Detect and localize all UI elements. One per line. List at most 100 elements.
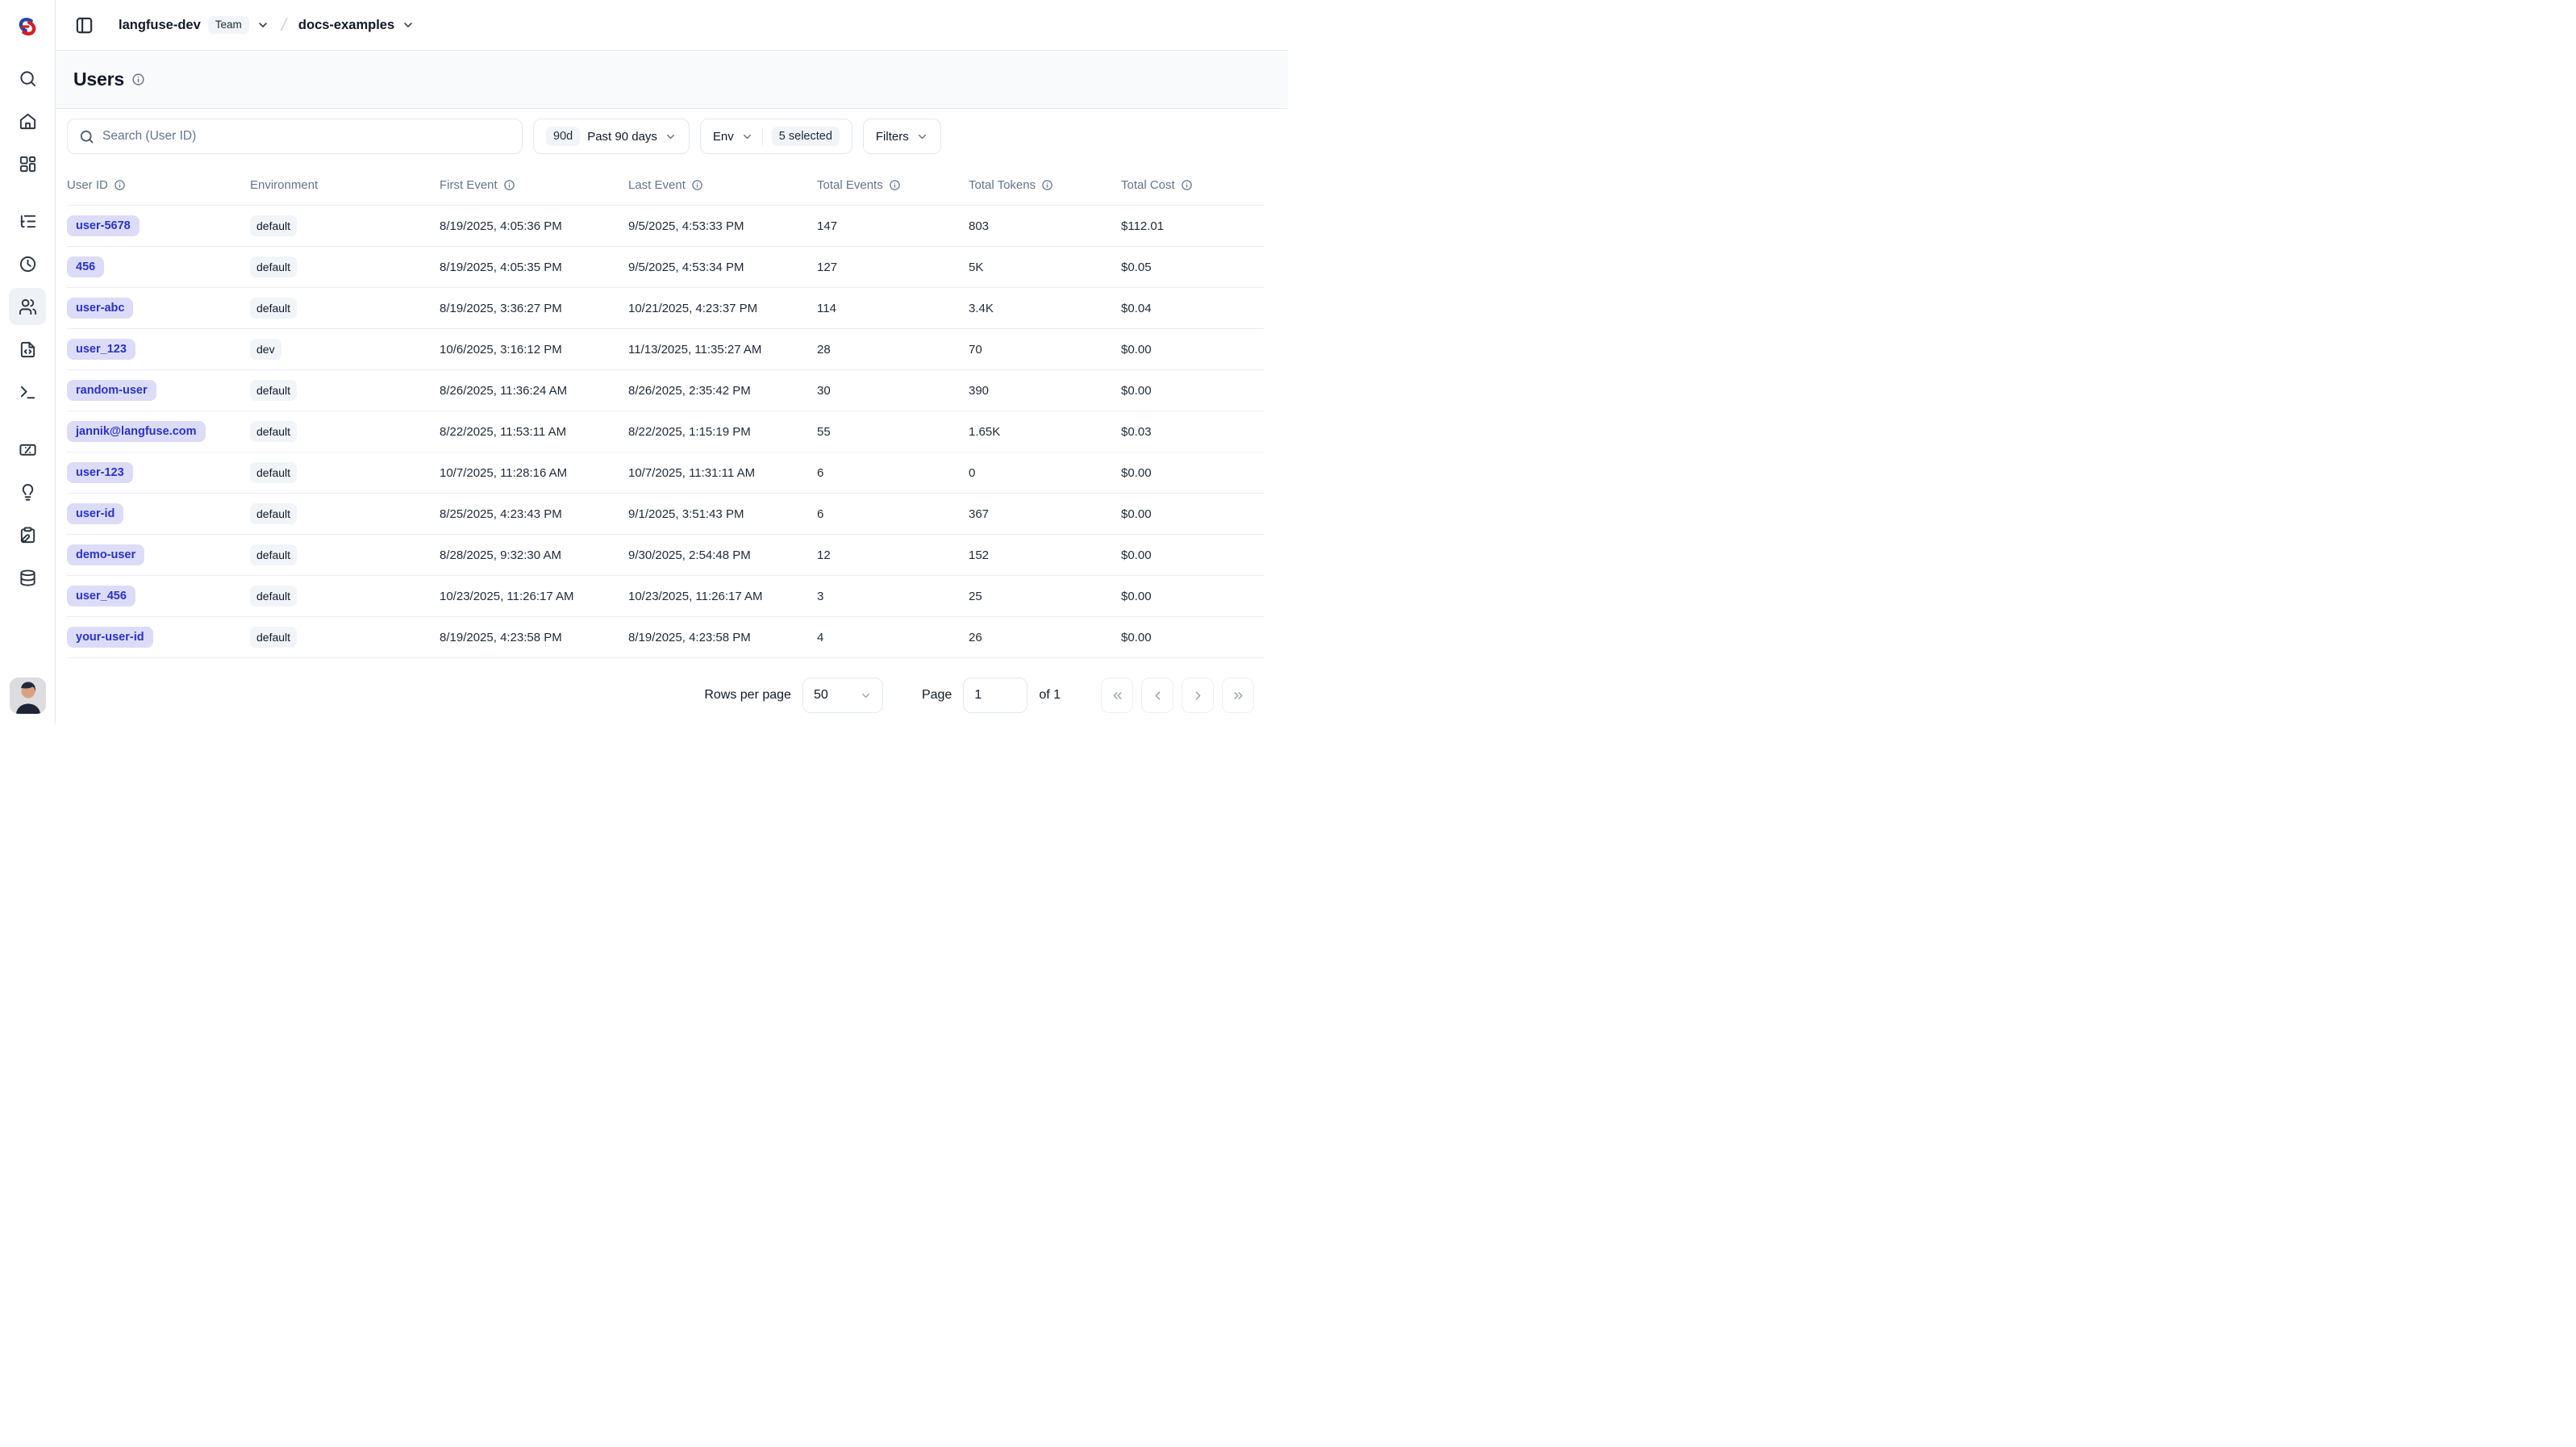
- page-info-icon[interactable]: [131, 73, 145, 86]
- user-id-badge[interactable]: user-id: [67, 502, 124, 525]
- environment-cell: default: [250, 544, 440, 566]
- filters-button[interactable]: Filters: [862, 119, 941, 154]
- user-id-cell: jannik@langfuse.com: [67, 420, 250, 443]
- table-row[interactable]: user_123 dev 10/6/2025, 3:16:12 PM 11/13/20…: [67, 329, 1264, 370]
- button-divider: [761, 127, 763, 145]
- sidebar-item-users[interactable]: [9, 288, 46, 325]
- info-icon: [503, 179, 515, 190]
- user-id-badge[interactable]: demo-user: [67, 544, 145, 566]
- user-id-badge[interactable]: user-abc: [67, 297, 134, 319]
- total-cost-cell: $0.00: [1121, 465, 1152, 480]
- org-switcher-button[interactable]: [256, 19, 269, 31]
- last-event-cell: 9/1/2025, 3:51:43 PM: [628, 507, 744, 521]
- next-page-button[interactable]: [1182, 678, 1214, 713]
- table-row[interactable]: 456 default 8/19/2025, 4:05:35 PM 9/5/2025,…: [67, 247, 1264, 288]
- table-row[interactable]: demo-user default 8/28/2025, 9:32:30 AM 9/3…: [67, 535, 1264, 576]
- column-header-user-id[interactable]: User ID: [67, 178, 250, 192]
- column-header-environment[interactable]: Environment: [250, 178, 440, 192]
- column-header-first-event[interactable]: First Event: [440, 178, 628, 192]
- environment-badge: default: [250, 256, 298, 278]
- search-icon: [19, 70, 35, 86]
- environment-filter-button[interactable]: Env 5 selected: [699, 119, 852, 154]
- environment-cell: default: [250, 420, 440, 443]
- sidebar-item-scores[interactable]: [9, 431, 46, 468]
- user-id-badge[interactable]: 456: [67, 256, 105, 278]
- user-avatar[interactable]: [9, 678, 46, 714]
- user-id-badge[interactable]: user_123: [67, 338, 135, 361]
- user-id-badge[interactable]: your-user-id: [67, 626, 153, 648]
- table-row[interactable]: user-5678 default 8/19/2025, 4:05:36 PM 9/5…: [67, 206, 1264, 247]
- table-row[interactable]: user_456 default 10/23/2025, 11:26:17 AM 10…: [67, 576, 1264, 617]
- last-page-button[interactable]: [1222, 678, 1254, 713]
- user-id-cell: user-id: [67, 502, 250, 525]
- table-row[interactable]: your-user-id default 8/19/2025, 4:23:58 PM…: [67, 617, 1264, 658]
- column-header-total-events[interactable]: Total Events: [817, 178, 969, 192]
- main-column: langfuse-dev Team / docs-examples Users: [56, 0, 1288, 724]
- environment-cell: default: [250, 297, 440, 319]
- column-header-total-tokens[interactable]: Total Tokens: [969, 178, 1121, 192]
- sidebar-item-prompts[interactable]: [9, 331, 46, 368]
- sidebar-toggle-button[interactable]: [70, 11, 98, 39]
- total-events-cell: 114: [817, 301, 836, 315]
- table-row[interactable]: user-abc default 8/19/2025, 3:36:27 PM 10/2…: [67, 288, 1264, 329]
- user-id-cell: your-user-id: [67, 626, 250, 648]
- column-label: Total Tokens: [969, 177, 1036, 192]
- column-header-total-cost[interactable]: Total Cost: [1121, 178, 1264, 192]
- page-header: Users: [56, 51, 1288, 109]
- date-range-button[interactable]: 90d Past 90 days: [533, 119, 690, 154]
- table-row[interactable]: jannik@langfuse.com default 8/22/2025, 11:…: [67, 411, 1264, 452]
- rows-per-page-select[interactable]: 50: [802, 678, 883, 713]
- column-header-last-event[interactable]: Last Event: [628, 178, 817, 192]
- sidebar: [0, 0, 56, 724]
- info-icon: [889, 179, 900, 190]
- info-icon: [1042, 179, 1052, 190]
- user-id-badge[interactable]: random-user: [67, 379, 156, 402]
- total-events-cell: 12: [817, 548, 831, 562]
- sidebar-item-dashboards[interactable]: [9, 145, 46, 182]
- column-label: Environment: [250, 177, 319, 192]
- sidebar-item-annotation[interactable]: [9, 516, 46, 553]
- avatar-image: [9, 678, 46, 714]
- first-event-cell: 8/28/2025, 9:32:30 AM: [440, 548, 561, 562]
- total-events-cell: 147: [817, 219, 838, 233]
- column-label: Last Event: [628, 177, 686, 192]
- sidebar-item-datasets[interactable]: [9, 559, 46, 596]
- sidebar-item-tracing[interactable]: [9, 202, 46, 240]
- user-id-badge[interactable]: user_456: [67, 585, 135, 607]
- chevron-down-icon: [741, 131, 753, 143]
- project-switcher-button[interactable]: [402, 19, 415, 31]
- total-tokens-cell: 26: [969, 630, 982, 644]
- table-row[interactable]: user-123 default 10/7/2025, 11:28:16 AM 10/…: [67, 452, 1264, 494]
- project-name[interactable]: docs-examples: [298, 17, 395, 32]
- table-row[interactable]: user-id default 8/25/2025, 4:23:43 PM 9/1/2…: [67, 494, 1264, 535]
- sidebar-item-sessions[interactable]: [9, 245, 46, 282]
- home-icon: [19, 113, 35, 129]
- datasets-database-icon: [19, 569, 35, 586]
- playground-terminal-icon: [20, 386, 35, 398]
- first-event-cell: 8/19/2025, 4:05:36 PM: [440, 219, 562, 233]
- user-id-badge[interactable]: user-123: [67, 461, 133, 484]
- search-input[interactable]: [102, 129, 511, 144]
- sidebar-item-home[interactable]: [9, 102, 46, 140]
- sidebar-item-evals[interactable]: [9, 473, 46, 511]
- user-id-cell: user-123: [67, 461, 250, 484]
- sidebar-item-search[interactable]: [9, 60, 46, 97]
- first-page-button[interactable]: [1101, 678, 1133, 713]
- column-label: First Event: [440, 177, 498, 192]
- total-tokens-cell: 152: [969, 548, 990, 562]
- sidebar-item-playground[interactable]: [9, 373, 46, 411]
- previous-page-button[interactable]: [1141, 678, 1173, 713]
- user-id-badge[interactable]: user-5678: [67, 215, 140, 237]
- organization-name[interactable]: langfuse-dev: [119, 17, 201, 32]
- langfuse-logo-icon[interactable]: [15, 15, 40, 39]
- user-id-cell: demo-user: [67, 544, 250, 566]
- topbar: langfuse-dev Team / docs-examples: [56, 0, 1288, 51]
- chevron-down-icon: [860, 690, 872, 702]
- first-event-cell: 8/26/2025, 11:36:24 AM: [440, 383, 568, 398]
- scores-percent-icon: [19, 444, 36, 456]
- user-id-badge[interactable]: jannik@langfuse.com: [67, 420, 206, 443]
- environment-badge: default: [250, 585, 298, 607]
- table-row[interactable]: random-user default 8/26/2025, 11:36:24 AM…: [67, 370, 1264, 411]
- total-cost-cell: $112.01: [1121, 219, 1165, 233]
- page-number-input[interactable]: [963, 678, 1028, 713]
